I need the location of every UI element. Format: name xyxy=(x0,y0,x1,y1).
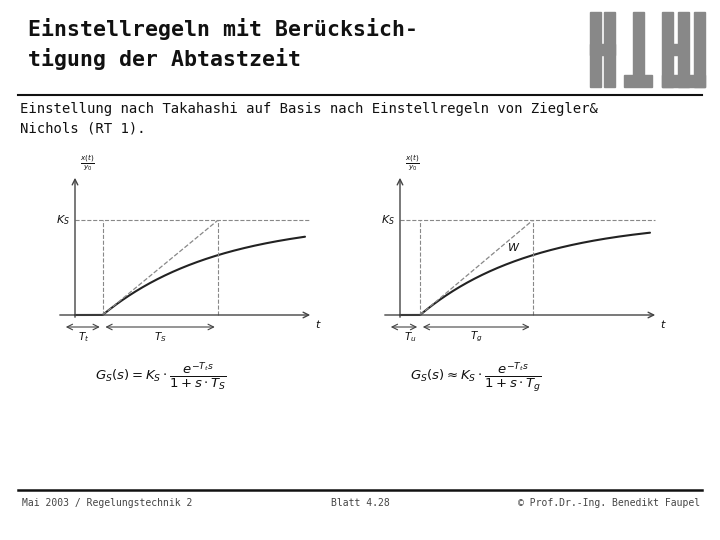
Bar xyxy=(678,12,689,87)
Bar xyxy=(590,12,601,87)
Text: $t$: $t$ xyxy=(660,318,667,330)
Text: tigung der Abtastzeit: tigung der Abtastzeit xyxy=(28,48,301,70)
Text: $\frac{x(t)}{y_0}$: $\frac{x(t)}{y_0}$ xyxy=(405,153,420,173)
Bar xyxy=(633,12,644,75)
Text: $T_S$: $T_S$ xyxy=(154,330,166,344)
Text: $t$: $t$ xyxy=(315,318,322,330)
Bar xyxy=(671,44,685,55)
Text: $T_u$: $T_u$ xyxy=(404,330,416,344)
Text: $T_t$: $T_t$ xyxy=(78,330,89,344)
Text: Einstellregeln mit Berücksich-: Einstellregeln mit Berücksich- xyxy=(28,18,418,40)
Bar xyxy=(604,12,615,87)
Text: $\frac{x(t)}{y_0}$: $\frac{x(t)}{y_0}$ xyxy=(80,153,95,173)
Text: $W$: $W$ xyxy=(507,241,520,253)
Text: © Prof.Dr.-Ing. Benedikt Faupel: © Prof.Dr.-Ing. Benedikt Faupel xyxy=(518,498,700,508)
Bar xyxy=(590,44,615,55)
Bar xyxy=(694,12,705,87)
Bar xyxy=(662,75,705,87)
Text: $T_g$: $T_g$ xyxy=(470,330,482,345)
Text: Blatt 4.28: Blatt 4.28 xyxy=(330,498,390,508)
Bar xyxy=(662,12,673,87)
Text: Nichols (RT 1).: Nichols (RT 1). xyxy=(20,122,145,136)
Text: $G_S(s) \approx K_S \cdot \dfrac{e^{-T_t s}}{1 + s \cdot T_g}$: $G_S(s) \approx K_S \cdot \dfrac{e^{-T_t… xyxy=(410,360,541,394)
Text: $K_S$: $K_S$ xyxy=(56,213,70,227)
Text: Mai 2003 / Regelungstechnik 2: Mai 2003 / Regelungstechnik 2 xyxy=(22,498,192,508)
Text: Einstellung nach Takahashi auf Basis nach Einstellregeln von Ziegler&: Einstellung nach Takahashi auf Basis nac… xyxy=(20,102,598,116)
Bar xyxy=(624,75,652,87)
Text: $K_S$: $K_S$ xyxy=(381,213,395,227)
Text: $G_S(s) = K_S \cdot \dfrac{e^{-T_t s}}{1 + s \cdot T_S}$: $G_S(s) = K_S \cdot \dfrac{e^{-T_t s}}{1… xyxy=(95,360,227,392)
